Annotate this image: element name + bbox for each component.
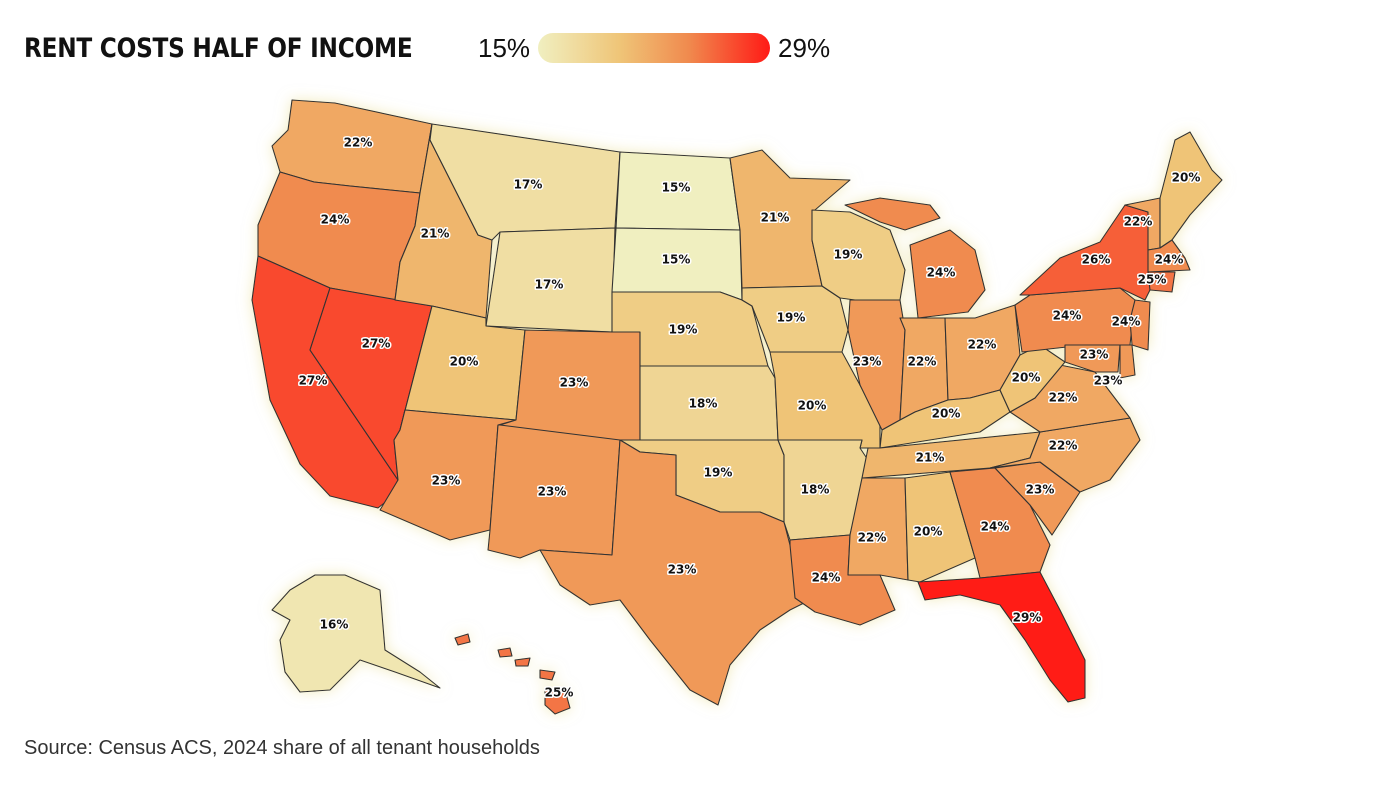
- state-maryland-label: 23%: [1080, 348, 1109, 362]
- state-tennessee-label: 21%: [916, 451, 945, 465]
- legend-gradient-bar: [538, 33, 771, 63]
- state-west-virginia-label: 20%: [1012, 371, 1041, 385]
- state-pennsylvania-label: 24%: [1053, 309, 1082, 323]
- state-minnesota-label: 21%: [761, 211, 790, 225]
- state-washington-label: 22%: [344, 136, 373, 150]
- state-florida[interactable]: [917, 571, 1086, 703]
- state-utah-label: 20%: [450, 355, 479, 369]
- state-kansas-label: 18%: [689, 397, 718, 411]
- state-michigan-label: 24%: [927, 266, 956, 280]
- state-south-dakota-label: 15%: [662, 253, 691, 267]
- state-texas[interactable]: [539, 439, 811, 706]
- state-oregon-label: 24%: [321, 213, 350, 227]
- state-connecticut-label: 25%: [1138, 273, 1167, 287]
- state-alabama-label: 20%: [914, 525, 943, 539]
- state-delaware-label: 23%: [1094, 374, 1123, 388]
- state-indiana-label: 22%: [908, 355, 937, 369]
- state-alaska-label: 16%: [320, 618, 349, 632]
- state-nebraska-label: 19%: [669, 323, 698, 337]
- state-kentucky[interactable]: [879, 389, 1011, 449]
- legend-min-label: 15%: [478, 32, 531, 63]
- state-new-jersey-label: 24%: [1112, 315, 1141, 329]
- state-louisiana-label: 24%: [812, 571, 841, 585]
- state-ohio-label: 22%: [968, 338, 997, 352]
- state-illinois-label: 23%: [853, 355, 882, 369]
- state-wyoming-label: 17%: [535, 278, 564, 292]
- state-texas-label: 23%: [668, 563, 697, 577]
- state-new-mexico-label: 23%: [538, 485, 567, 499]
- state-new-jersey[interactable]: [1129, 299, 1151, 351]
- source-note: Source: Census ACS, 2024 share of all te…: [24, 737, 540, 759]
- state-georgia-label: 24%: [981, 520, 1010, 534]
- state-vermont-label: 22%: [1124, 215, 1153, 229]
- state-arizona-label: 23%: [432, 474, 461, 488]
- header: RENT COSTS HALF OF INCOME 15% 29%: [24, 26, 830, 70]
- state-mississippi-label: 22%: [858, 531, 887, 545]
- state-maine-label: 20%: [1172, 171, 1201, 185]
- color-legend: 15% 29%: [478, 33, 830, 64]
- state-florida-label: 29%: [1013, 611, 1042, 625]
- state-arkansas-label: 18%: [801, 483, 830, 497]
- state-nevada-label: 27%: [362, 337, 391, 351]
- state-new-york-label: 26%: [1082, 253, 1111, 267]
- state-alaska[interactable]: [271, 574, 441, 693]
- state-south-carolina-label: 23%: [1026, 483, 1055, 497]
- state-connecticut[interactable]: [1147, 271, 1176, 293]
- state-iowa-label: 19%: [777, 311, 806, 325]
- state-north-carolina[interactable]: [989, 417, 1141, 493]
- state-montana-label: 17%: [514, 178, 543, 192]
- state-massachusetts-label: 24%: [1155, 253, 1184, 267]
- state-virginia-label: 22%: [1049, 391, 1078, 405]
- state-hawaii-label: 25%: [545, 686, 574, 700]
- state-idaho-label: 21%: [421, 227, 450, 241]
- state-oklahoma-label: 19%: [704, 466, 733, 480]
- state-delaware[interactable]: [1119, 344, 1136, 379]
- page-title: RENT COSTS HALF OF INCOME: [24, 32, 413, 64]
- state-missouri-label: 20%: [798, 399, 827, 413]
- state-michigan[interactable]: [844, 197, 986, 319]
- state-value-labels: 22% 24% 27% 27% 21% 17% 17% 20% 23% 23% 23% 15% 15% 1…: [297, 134, 1202, 701]
- state-california-label: 27%: [299, 374, 328, 388]
- state-north-carolina-label: 22%: [1049, 439, 1078, 453]
- state-colorado-label: 23%: [560, 376, 589, 390]
- state-maryland[interactable]: [1064, 344, 1121, 373]
- state-hawaii[interactable]: [454, 633, 571, 715]
- state-wisconsin-label: 19%: [834, 248, 863, 262]
- state-maine[interactable]: [1159, 131, 1223, 249]
- legend-max-label: 29%: [778, 32, 831, 63]
- state-north-dakota-label: 15%: [662, 181, 691, 195]
- state-kentucky-label: 20%: [932, 407, 961, 421]
